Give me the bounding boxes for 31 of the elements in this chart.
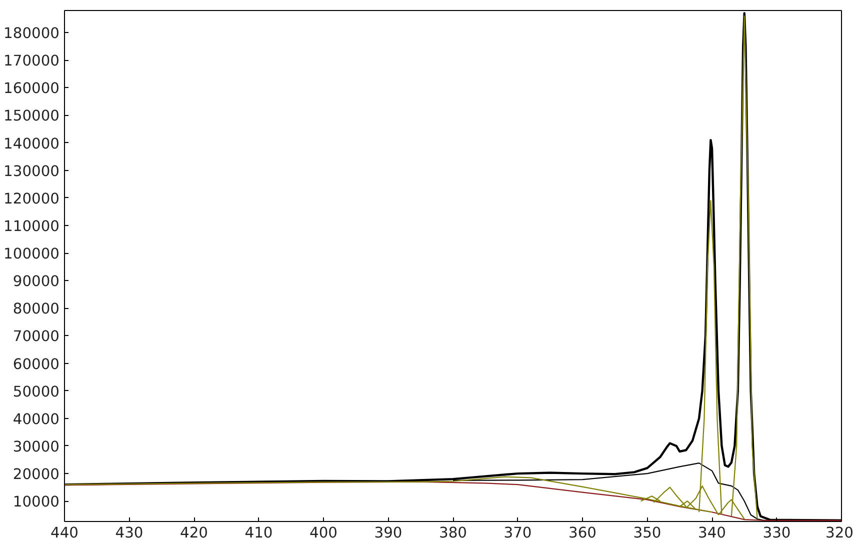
x-tick-label: 440: [50, 524, 78, 540]
x-tick-label: 390: [374, 524, 402, 540]
y-tick-label: 10000: [12, 494, 60, 511]
y-tick-label: 70000: [12, 328, 60, 346]
x-tick-label: 360: [568, 524, 596, 540]
x-tick-label: 330: [762, 524, 791, 540]
y-tick-label: 100000: [4, 246, 60, 263]
y-tick-label: 110000: [4, 218, 60, 235]
x-tick-label: 340: [698, 524, 726, 540]
y-tick-label: 120000: [4, 190, 60, 208]
y-tick-label: 150000: [4, 108, 60, 125]
y-tick-label: 140000: [4, 135, 60, 152]
y-tick-label: 180000: [4, 25, 60, 42]
y-tick-label: 90000: [12, 273, 60, 290]
y-tick-label: 50000: [12, 383, 60, 400]
y-tick-label: 30000: [12, 438, 60, 456]
y-tick-label: 170000: [4, 52, 60, 70]
x-tick-label: 410: [244, 524, 273, 540]
x-tick-label: 430: [115, 524, 144, 540]
x-tick-label: 400: [310, 524, 338, 540]
x-tick-label: 380: [439, 524, 467, 540]
y-tick-label: 40000: [12, 410, 60, 428]
y-tick-label: 160000: [4, 80, 60, 98]
y-tick-label: 130000: [4, 162, 60, 180]
y-tick-label: 20000: [12, 466, 60, 484]
x-tick-label: 420: [180, 524, 208, 540]
x-tick-label: 370: [504, 524, 532, 540]
x-tick-label: 320: [826, 524, 853, 540]
y-tick-label: 60000: [12, 356, 60, 373]
x-tick-label: 350: [633, 524, 662, 540]
y-tick-label: 80000: [12, 300, 60, 318]
